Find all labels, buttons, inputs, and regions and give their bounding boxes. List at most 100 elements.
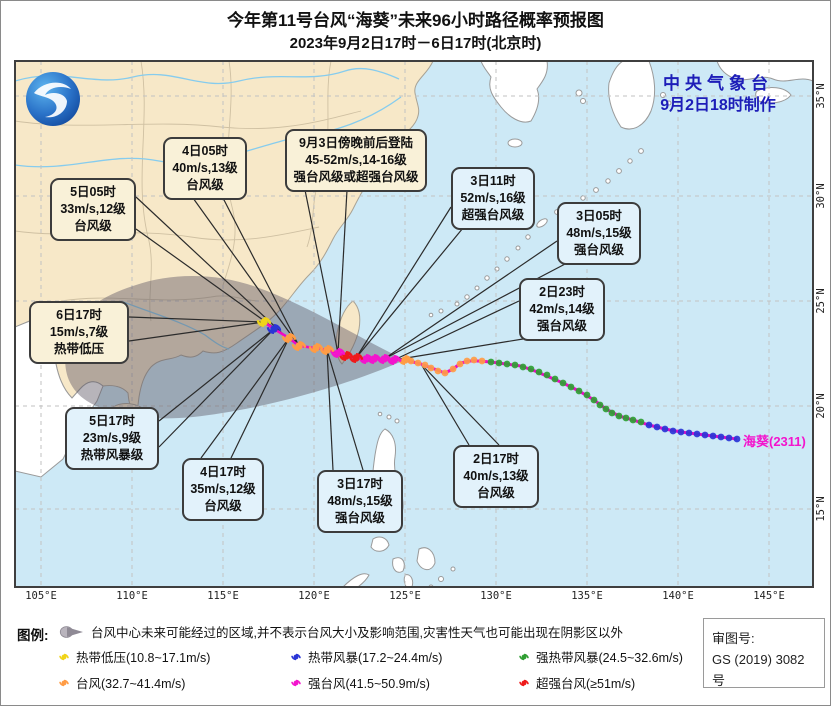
callout-leader-line [128, 321, 265, 342]
lon-axis-label: 115°E [207, 590, 239, 602]
callout-text-line: 5日17时 [89, 414, 135, 428]
map-approval-number: 审图号: GS (2019) 3082号 [703, 618, 825, 688]
history-track-dot [717, 433, 725, 441]
legend-item: 强台风(41.5~50.9m/s) [289, 673, 517, 692]
approval-line2: GS (2019) 3082号 [712, 652, 805, 688]
history-track-dot [503, 360, 511, 368]
history-track-dot [567, 383, 575, 391]
history-track-dot [449, 365, 457, 373]
forecast-callout: 2日23时 42m/s,14级 强台风级 [519, 278, 605, 341]
callout-leader-line [135, 196, 285, 336]
callout-text-line: 台风级 [186, 178, 224, 192]
callout-text-line: 3日05时 [576, 209, 622, 223]
callout-text-line: 23m/s,9级 [82, 431, 142, 445]
legend-item: 超强台风(≥51m/s) [517, 673, 717, 692]
callout-text-line: 强台风级 [334, 511, 385, 525]
title-line1: 今年第11号台风“海葵”未来96小时路径概率预报图 [227, 11, 604, 30]
typhoon-icon [358, 354, 374, 364]
forecast-callout: 3日17时 48m/s,15级 强台风级 [317, 470, 403, 533]
lon-axis-label: 130°E [480, 590, 512, 602]
history-track-dot [590, 396, 598, 404]
lon-axis-label: 120°E [298, 590, 330, 602]
callout-text-line: 35m/s,12级 [190, 482, 256, 496]
legend-level-icon [519, 679, 529, 686]
typhoon-icon [291, 341, 307, 351]
history-track-dot [427, 364, 435, 372]
forecast-callout: 4日05时 40m/s,13级 台风级 [163, 137, 247, 200]
callout-text-line: 4日17时 [200, 465, 246, 479]
legend-item-label: 热带风暴(17.2~24.4m/s) [308, 651, 443, 665]
history-track-dot [622, 414, 630, 422]
callout-leader-line [326, 349, 364, 471]
callout-leader-line [230, 337, 290, 459]
callout-text-line: 6日17时 [56, 308, 102, 322]
callout-leader-line [128, 316, 265, 323]
lon-axis-label: 105°E [25, 590, 57, 602]
map-border [14, 60, 814, 588]
callout-leader-line [304, 189, 339, 354]
history-track-dot [463, 357, 471, 365]
callout-leader-line [326, 349, 334, 471]
callout-leader-line [337, 189, 348, 354]
callout-text-line: 2日17时 [473, 452, 519, 466]
typhoon-icon [308, 343, 324, 353]
legend-item-label: 强热带风暴(24.5~32.6m/s) [536, 651, 683, 665]
typhoon-icon [348, 353, 364, 363]
callout-text-line: 热带低压 [53, 342, 104, 356]
callout-text-line: 台风级 [204, 499, 242, 513]
korea-peninsula [480, 61, 548, 123]
typhoon-icon [281, 333, 297, 343]
callout-leader-line [158, 328, 275, 422]
lat-axis-label: 25°N [815, 288, 827, 314]
typhoon-icon [330, 348, 346, 358]
legend-item-label: 超强台风(≥51m/s) [536, 677, 636, 691]
typhoon-icon [386, 355, 402, 365]
probability-cone [65, 275, 405, 419]
agency-issue-time: 9月2日18时制作 [660, 97, 776, 114]
history-track-dot [685, 429, 693, 437]
typhoon-icon [291, 679, 301, 686]
history-track-dot [519, 363, 527, 371]
typhoon-icon [266, 324, 282, 334]
legend-level-icon [59, 653, 69, 660]
forecast-callout: 3日11时 52m/s,16级 超强台风级 [451, 167, 535, 230]
lat-axis-label: 30°N [815, 183, 827, 209]
typhoon-icon [519, 653, 529, 660]
history-track-dot [470, 356, 478, 364]
history-track-dot [551, 375, 559, 383]
cone-note-text: 台风中心未来可能经过的区域,并不表示台风大小及影响范围,灾害性天气也可能出现在阴… [91, 626, 623, 640]
history-track-dot [693, 430, 701, 438]
forecast-callout: 4日17时 35m/s,12级 台风级 [182, 458, 264, 521]
legend-level-icon [59, 679, 69, 686]
callout-text-line: 超强台风级 [461, 208, 525, 222]
agency-watermark: 中央气象台 9月2日18时制作 [623, 73, 813, 117]
history-track-dot [434, 367, 442, 375]
history-track-dot [677, 428, 685, 436]
history-track-dot [701, 431, 709, 439]
legend-item-label: 热带低压(10.8~17.1m/s) [76, 651, 211, 665]
page-title: 今年第11号台风“海葵”未来96小时路径概率预报图 2023年9月2日17时－6… [1, 9, 830, 55]
typhoon-icon [291, 653, 301, 660]
history-track-dot [669, 427, 677, 435]
legend-items: 热带低压(10.8~17.1m/s) 热带风暴(17.2~24.4m/s) 强热带风… [57, 647, 717, 692]
callout-leader-line [393, 338, 524, 361]
callout-text-line: 33m/s,12级 [60, 202, 126, 216]
jeju-island [507, 138, 523, 148]
callout-text-line: 3日17时 [337, 477, 383, 491]
history-track-dot [733, 435, 741, 443]
callout-text-line: 40m/s,13级 [463, 469, 529, 483]
legend-title: 图例: [17, 628, 49, 643]
callout-leader-line [355, 227, 464, 359]
forecast-callout: 5日17时 23m/s,9级 热带风暴级 [65, 407, 159, 470]
history-track-dot [441, 369, 449, 377]
callout-leader-line [355, 206, 452, 359]
cma-logo [26, 72, 80, 126]
lat-axis-label: 15°N [815, 496, 827, 522]
forecast-callout: 2日17时 40m/s,13级 台风级 [453, 445, 539, 508]
legend-item: 台风(32.7~41.4m/s) [57, 673, 289, 692]
agency-name: 中央气象台 [663, 74, 773, 93]
lon-axis-label: 135°E [571, 590, 603, 602]
callout-text-line: 40m/s,13级 [172, 161, 238, 175]
honshu-coast [716, 61, 813, 82]
history-track-dot [511, 361, 519, 369]
